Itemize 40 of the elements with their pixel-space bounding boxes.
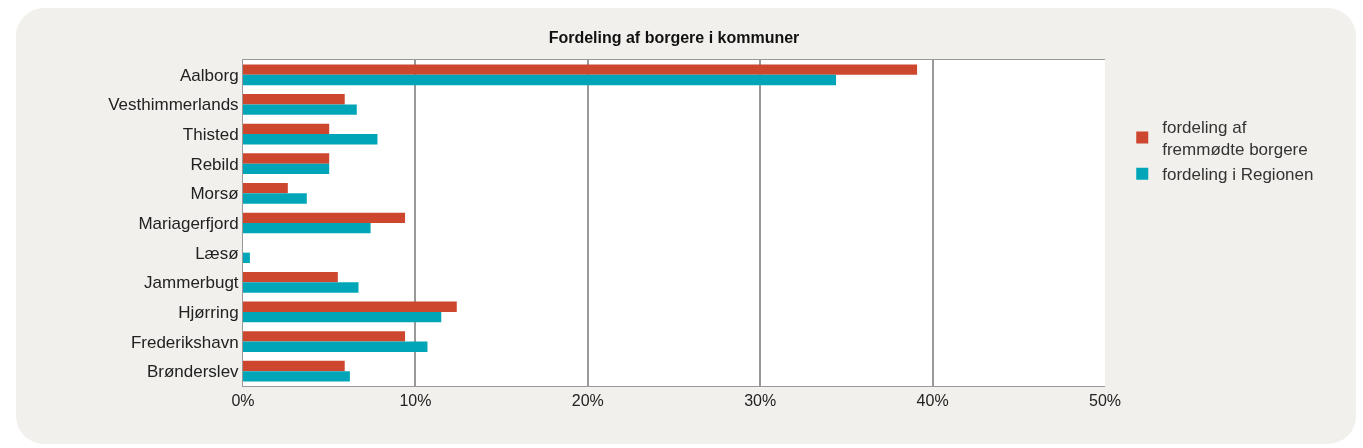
- bar: [243, 282, 359, 293]
- y-tick-label: Læsø: [195, 243, 239, 263]
- bar: [243, 74, 837, 86]
- bar: [243, 163, 330, 175]
- bar: [243, 223, 371, 234]
- bar: [243, 271, 338, 283]
- bar: [243, 94, 345, 105]
- x-tick-label: 0%: [231, 392, 255, 410]
- bar: [243, 104, 357, 115]
- bar: [243, 341, 428, 352]
- bar: [243, 301, 457, 312]
- x-tick-label: 50%: [1088, 392, 1122, 410]
- bar: [243, 193, 307, 204]
- y-tick-label: Jammerbugt: [144, 273, 239, 293]
- y-tick-label: Rebild: [190, 154, 239, 174]
- bar: [243, 252, 250, 264]
- chart-title: Fordeling af borgere i kommuner: [548, 28, 800, 46]
- y-tick-label: Thisted: [182, 125, 239, 145]
- y-tick-label: Mariagerfjord: [138, 213, 239, 233]
- y-tick-label: Hjørring: [178, 302, 239, 322]
- bar: [243, 123, 330, 135]
- x-tick-label: 30%: [744, 392, 777, 410]
- bar: [243, 182, 288, 194]
- bar: [243, 331, 406, 342]
- bar: [243, 64, 918, 75]
- bar: [243, 153, 330, 164]
- x-tick-label: 10%: [399, 392, 432, 410]
- y-tick-label: Brønderslev: [146, 362, 240, 382]
- y-tick-label: Morsø: [190, 184, 239, 204]
- y-tick-label: Vesthimmerlands: [108, 95, 239, 115]
- y-tick-label: Frederikshavn: [130, 332, 239, 352]
- bar: [243, 134, 378, 145]
- bar: [243, 212, 406, 223]
- x-tick-label: 40%: [916, 392, 949, 410]
- legend-label: fordeling i Regionen: [1162, 165, 1314, 185]
- bar: [243, 371, 350, 382]
- x-tick-label: 20%: [571, 392, 604, 410]
- y-tick-label: Aalborg: [179, 65, 239, 85]
- bar: [243, 360, 345, 372]
- bar: [243, 311, 442, 323]
